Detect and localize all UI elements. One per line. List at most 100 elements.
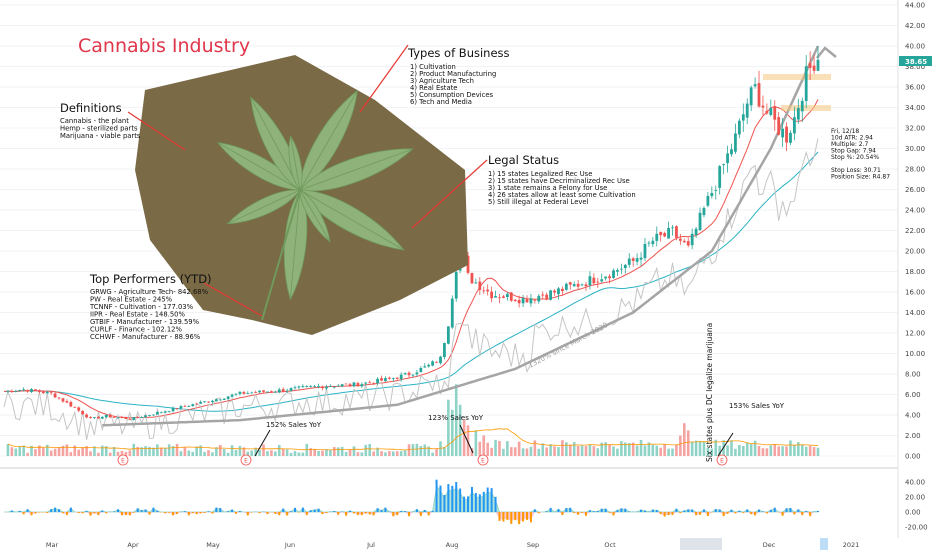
candle-body xyxy=(301,386,305,387)
oscillator-bar xyxy=(459,488,462,512)
volume-bar xyxy=(289,452,293,456)
oscillator-bar xyxy=(565,508,568,512)
candle-body xyxy=(348,384,352,386)
oscillator-bar xyxy=(506,512,509,520)
volume-bar xyxy=(183,446,187,456)
relative-strength-line xyxy=(3,138,819,440)
text-line: 5) Consumption Devices xyxy=(410,91,494,99)
candle-body xyxy=(761,105,765,108)
candle-body xyxy=(18,390,22,391)
volume-bar xyxy=(399,451,403,456)
candle-body xyxy=(234,393,238,395)
text-line: 2) 15 states have Decriminalized Rec Use xyxy=(488,177,630,185)
volume-bar xyxy=(242,447,246,456)
candle-body xyxy=(218,399,222,401)
volume-bars xyxy=(6,384,820,456)
candle-body xyxy=(793,117,796,134)
oscillator-bar xyxy=(97,512,100,516)
candle-body xyxy=(619,268,623,270)
volume-bar xyxy=(635,445,639,456)
volume-bar xyxy=(262,444,265,456)
volume-bar xyxy=(321,450,324,456)
volume-bar xyxy=(769,445,773,456)
candle-body xyxy=(588,276,592,286)
volume-bar xyxy=(175,443,179,456)
volume-bar xyxy=(26,452,29,456)
volume-bar xyxy=(454,384,458,456)
candle-body xyxy=(293,387,297,389)
candle-body xyxy=(564,283,568,290)
candle-body xyxy=(446,326,450,344)
candle-body xyxy=(474,282,478,284)
leaflet xyxy=(283,189,308,301)
candle-body xyxy=(714,190,718,191)
last-price-label: 38.65 xyxy=(905,58,927,66)
volume-bar xyxy=(506,441,509,456)
candle-body xyxy=(537,295,541,302)
candle-body xyxy=(144,415,147,418)
volume-bar xyxy=(478,441,482,456)
candle-body xyxy=(726,153,729,164)
candle-body xyxy=(423,366,427,368)
candle-body xyxy=(136,417,140,419)
text-line: 4) 26 states allow at least some Cultiva… xyxy=(488,191,636,199)
candle-body xyxy=(482,290,486,292)
candle-body xyxy=(360,384,364,387)
candle-body xyxy=(317,386,320,387)
volume-bar xyxy=(800,445,804,456)
candle-body xyxy=(494,296,497,298)
oscillator-bar xyxy=(235,512,238,514)
candle-body xyxy=(600,279,604,282)
candle-body xyxy=(734,133,737,152)
candle-body xyxy=(541,294,545,296)
oscillator-bar xyxy=(172,512,175,516)
volume-bar xyxy=(533,440,537,456)
volume-bar xyxy=(368,443,372,456)
candle-body xyxy=(100,416,104,419)
oscillator-bar xyxy=(817,510,819,512)
oscillator-bar xyxy=(46,512,49,513)
time-tick-label: Apr xyxy=(127,541,139,549)
leaflet-vein xyxy=(250,97,301,191)
volume-bar xyxy=(254,447,257,456)
volume-bar xyxy=(167,444,171,456)
volume-bar xyxy=(616,448,619,456)
oscillator-bar xyxy=(431,510,434,512)
sales2-pointer xyxy=(459,424,474,454)
candle-body xyxy=(486,289,490,292)
oscillator-bar xyxy=(282,508,285,512)
time-tick-label: Oct xyxy=(604,541,616,549)
volume-bar xyxy=(333,447,336,456)
text-line: 3) Agriculture Tech xyxy=(410,77,474,85)
candle-body xyxy=(53,393,57,398)
definitions-heading: Definitions xyxy=(60,101,122,115)
candle-body xyxy=(686,241,690,246)
volume-bar xyxy=(195,446,198,456)
text-line: CURLF - Finance - 102.12% xyxy=(90,326,182,334)
volume-bar xyxy=(561,440,564,456)
volume-bar xyxy=(392,451,395,456)
oscillator-bar xyxy=(286,512,289,516)
oscillator-bar xyxy=(584,512,587,516)
volume-bar xyxy=(474,430,478,456)
volume-bar xyxy=(419,446,423,456)
volume-bar xyxy=(714,439,718,456)
leaf-stem xyxy=(261,189,301,321)
volume-bar xyxy=(132,443,136,456)
volume-bar xyxy=(49,450,53,456)
oscillator-bar xyxy=(592,511,595,512)
candle-body xyxy=(289,388,293,391)
earnings-marker-letter: E xyxy=(121,458,125,465)
volume-bar xyxy=(179,451,183,456)
volume-bar xyxy=(97,452,100,456)
time-tick-label: Sep xyxy=(527,541,539,549)
candle-body xyxy=(545,294,549,299)
volume-bar xyxy=(690,441,694,456)
candle-body xyxy=(352,382,356,387)
oscillator-bar xyxy=(124,512,127,516)
candle-body xyxy=(37,390,41,393)
volume-bar xyxy=(423,444,427,456)
price-tick-label: 18.00 xyxy=(905,268,925,276)
oscillator-bar xyxy=(651,509,654,512)
